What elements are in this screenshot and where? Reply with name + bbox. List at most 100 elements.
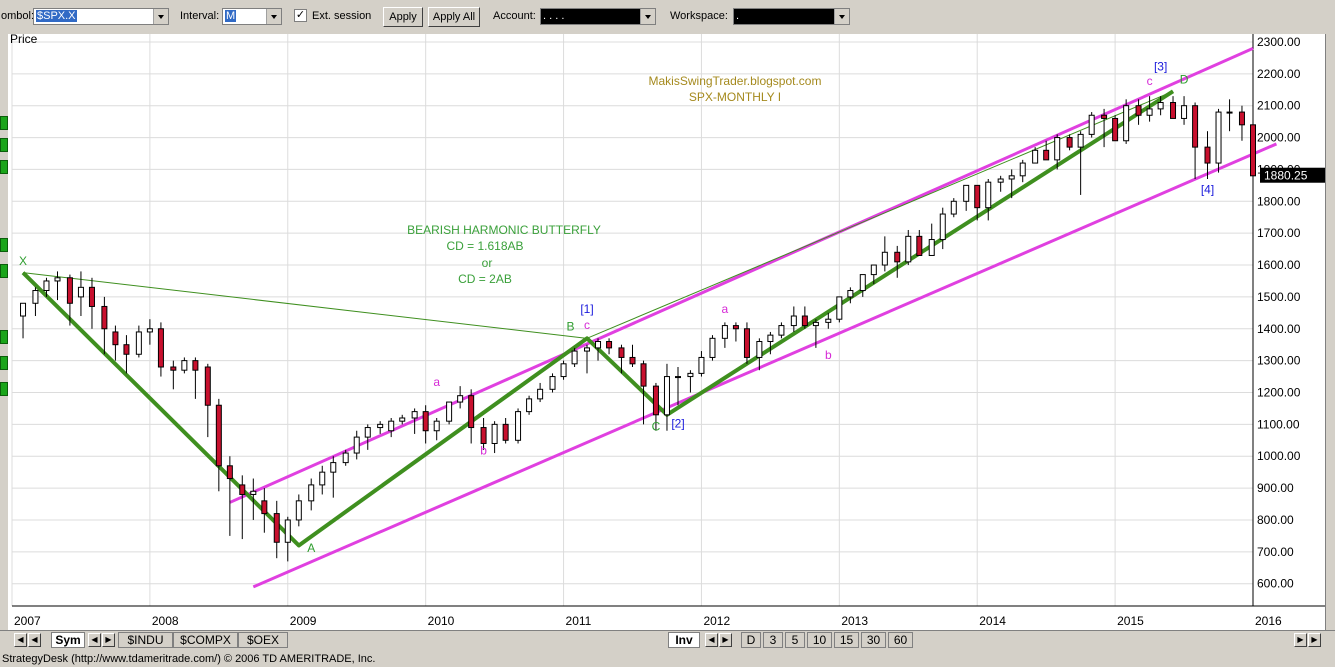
pattern-point-label: a — [433, 375, 440, 389]
ext-session-checkbox[interactable]: ✓ — [294, 9, 307, 22]
tool-indicator-icon[interactable] — [0, 330, 8, 344]
tab-period-10[interactable]: 10 — [807, 632, 832, 648]
chevron-down-icon[interactable] — [153, 9, 168, 24]
symbol-label: ombol: — [1, 10, 35, 22]
x-tick-label: 2011 — [566, 614, 592, 628]
price-chart[interactable]: 2300.002200.002100.002000.001900.001800.… — [8, 34, 1325, 630]
y-tick-label: 900.00 — [1257, 481, 1294, 495]
apply-button[interactable]: Apply — [383, 7, 423, 27]
tab-inv[interactable]: Inv — [668, 632, 700, 648]
prev-tab-icon[interactable]: ◀ — [28, 633, 41, 647]
tab-compx[interactable]: $COMPX — [173, 632, 238, 648]
candle-up — [985, 181, 992, 209]
prev-icon[interactable]: ◀ — [705, 633, 718, 647]
channel-lower-line — [252, 142, 1278, 589]
chevron-down-icon[interactable] — [266, 9, 281, 24]
candle-up — [950, 200, 957, 215]
candle-down — [1238, 111, 1245, 126]
candle-up — [847, 290, 854, 298]
candle-down — [88, 286, 95, 307]
x-tick-label: 2009 — [290, 614, 317, 628]
candle-up — [1215, 111, 1222, 164]
right-scroll-strip[interactable] — [1325, 34, 1335, 630]
pattern-point-label: C — [652, 420, 661, 434]
tool-indicator-icon[interactable] — [0, 264, 8, 278]
x-tick-label: 2012 — [703, 614, 730, 628]
candle-up — [825, 318, 832, 323]
y-tick-label: 1300.00 — [1257, 354, 1301, 368]
tab-indu[interactable]: $INDU — [118, 632, 173, 648]
price-chart-svg[interactable]: 2300.002200.002100.002000.001900.001800.… — [8, 34, 1325, 630]
chevron-down-icon[interactable] — [640, 9, 655, 24]
candle-up — [859, 274, 866, 292]
candle-up — [446, 401, 453, 422]
tab-period-5[interactable]: 5 — [785, 632, 805, 648]
interval-combobox[interactable]: M — [222, 8, 282, 25]
symbol-combobox[interactable]: $SPX.X — [33, 8, 169, 25]
candle-down — [1112, 117, 1119, 142]
candle-down — [192, 360, 199, 371]
pattern-point-label: B — [566, 319, 574, 333]
candle-down — [1135, 105, 1142, 116]
tab-period-30[interactable]: 30 — [861, 632, 886, 648]
tool-indicator-icon[interactable] — [0, 160, 8, 174]
candle-up — [330, 462, 337, 473]
tab-sym[interactable]: Sym — [51, 632, 85, 648]
x-tick-label: 2016 — [1255, 614, 1282, 628]
candle-up — [1008, 175, 1015, 180]
candle-up — [721, 325, 728, 339]
pattern-rule-2: CD = 2AB — [458, 272, 512, 286]
tool-indicator-icon[interactable] — [0, 138, 8, 152]
candle-down — [239, 484, 246, 495]
tab-oex[interactable]: $OEX — [238, 632, 288, 648]
tab-period-60[interactable]: 60 — [888, 632, 913, 648]
candle-up — [939, 213, 946, 241]
candle-up — [812, 321, 819, 327]
harmonic-zigzag-line — [21, 89, 1175, 548]
apply-all-button[interactable]: Apply All — [428, 7, 480, 27]
candle-up — [1088, 114, 1095, 135]
candle-up — [836, 296, 843, 320]
candle-down — [112, 331, 119, 346]
tool-indicator-icon[interactable] — [0, 382, 8, 396]
candle-up — [1157, 102, 1164, 110]
tool-indicator-icon[interactable] — [0, 356, 8, 370]
scroll-end-icon[interactable]: ▶ — [1308, 633, 1321, 647]
candle-down — [606, 341, 613, 349]
workspace-combobox[interactable]: . — [733, 8, 850, 25]
candle-down — [226, 465, 233, 480]
next-icon[interactable]: ▶ — [719, 633, 732, 647]
tab-period-d[interactable]: D — [741, 632, 761, 648]
candle-up — [433, 420, 440, 432]
workspace-value: . — [736, 10, 740, 22]
candle-up — [1123, 105, 1130, 142]
y-tick-label: 800.00 — [1257, 513, 1294, 527]
candle-down — [1066, 137, 1073, 148]
candle-up — [790, 315, 797, 327]
y-tick-label: 2300.00 — [1257, 35, 1301, 49]
first-tab-icon[interactable]: ◀ — [14, 633, 27, 647]
pattern-point-label: b — [825, 348, 832, 362]
next-icon[interactable]: ▶ — [102, 633, 115, 647]
candle-up — [963, 184, 970, 202]
candle-up — [342, 452, 349, 464]
prev-icon[interactable]: ◀ — [88, 633, 101, 647]
y-tick-label: 1100.00 — [1257, 417, 1300, 431]
candle-up — [1181, 105, 1188, 119]
tool-indicator-icon[interactable] — [0, 238, 8, 252]
tool-indicator-icon[interactable] — [0, 116, 8, 130]
candle-up — [515, 411, 522, 441]
xb-line — [22, 272, 588, 339]
candle-up — [1032, 149, 1039, 164]
account-combobox[interactable]: . . . . — [540, 8, 656, 25]
x-tick-label: 2013 — [841, 614, 868, 628]
y-tick-label: 2100.00 — [1257, 99, 1301, 113]
tab-period-15[interactable]: 15 — [834, 632, 859, 648]
candle-up — [905, 235, 912, 263]
scroll-right-icon[interactable]: ▶ — [1294, 633, 1307, 647]
tab-period-3[interactable]: 3 — [763, 632, 783, 648]
chevron-down-icon[interactable] — [834, 9, 849, 24]
candle-down — [743, 328, 750, 358]
x-tick-label: 2010 — [428, 614, 455, 628]
chart-subtitle: SPX-MONTHLY I — [689, 90, 781, 104]
